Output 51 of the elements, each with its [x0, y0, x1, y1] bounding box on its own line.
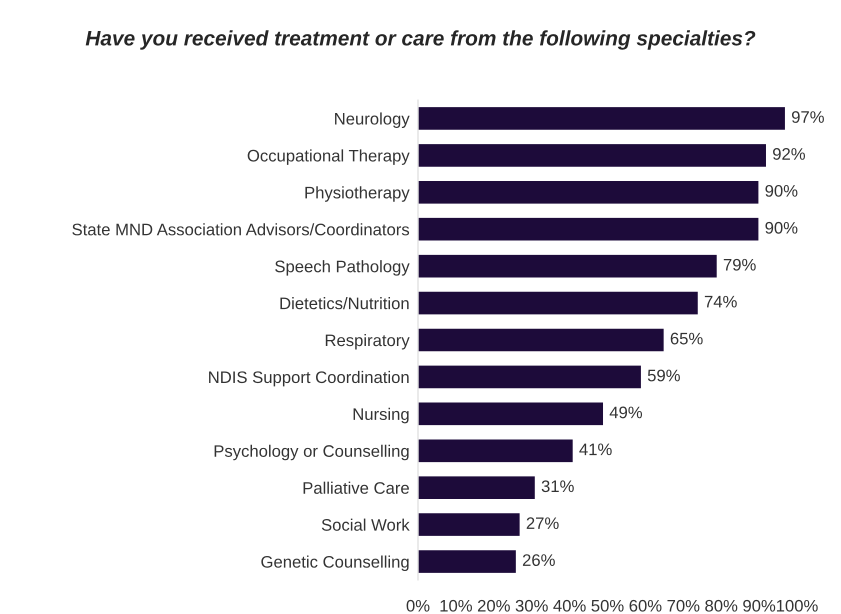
y-tick-label: Dietetics/Nutrition: [280, 297, 409, 310]
bar: [418, 327, 666, 353]
y-tick-label: Palliative Care: [304, 482, 409, 494]
bar: [418, 438, 574, 464]
bar: [418, 548, 518, 574]
bar: [418, 253, 718, 279]
x-tick-label: 90%: [743, 600, 776, 612]
bar: [418, 180, 760, 206]
data-label: 27%: [526, 517, 559, 530]
bar: [418, 474, 536, 500]
data-label: 79%: [724, 258, 756, 271]
data-label: 41%: [579, 444, 612, 456]
x-tick-label: 50%: [591, 600, 624, 612]
y-tick-label: Physiotherapy: [305, 186, 410, 202]
data-label: 65%: [670, 332, 703, 344]
x-tick-label: 40%: [553, 600, 586, 612]
bar: [418, 142, 768, 168]
y-tick-label: NDIS Support Coordination: [209, 370, 409, 386]
data-label: 49%: [610, 406, 642, 418]
bar: [418, 216, 760, 242]
bar: [418, 401, 604, 427]
y-tick-label: Occupational Therapy: [248, 149, 410, 165]
y-tick-label: Psychology or Counselling: [214, 444, 409, 460]
x-tick-label: 0%: [406, 600, 430, 612]
chart-title: Have you received treatment or care from the following specialties?: [86, 30, 756, 50]
y-tick-label: Speech Pathology: [275, 260, 410, 276]
x-tick-label: 10%: [440, 600, 472, 612]
data-label: 90%: [765, 222, 798, 234]
y-tick-label: Neurology: [335, 112, 410, 128]
x-tick-label: 20%: [478, 600, 510, 612]
y-tick-label: Genetic Counselling: [261, 556, 409, 572]
y-tick-label: Respiratory: [326, 334, 410, 350]
y-tick-label: Social Work: [322, 518, 410, 531]
data-label: 90%: [765, 184, 798, 197]
x-tick-label: 70%: [667, 600, 700, 612]
data-label: 59%: [648, 370, 680, 382]
data-label: 26%: [522, 554, 555, 566]
data-label: 92%: [773, 148, 805, 160]
data-label: 31%: [542, 480, 574, 492]
bar: [418, 364, 642, 390]
x-tick-label: 30%: [516, 600, 548, 612]
x-tick-label: 60%: [630, 600, 662, 612]
data-label: 74%: [704, 296, 737, 308]
y-tick-label: State MND Association Advisors/Coordinators: [72, 223, 410, 236]
x-tick-label: 80%: [705, 600, 738, 612]
bar: [418, 290, 700, 316]
bar: [418, 106, 786, 132]
data-label: 97%: [792, 111, 824, 123]
x-tick-label: 100%: [776, 600, 818, 612]
y-tick-label: Nursing: [354, 408, 409, 424]
bar: [418, 512, 522, 538]
